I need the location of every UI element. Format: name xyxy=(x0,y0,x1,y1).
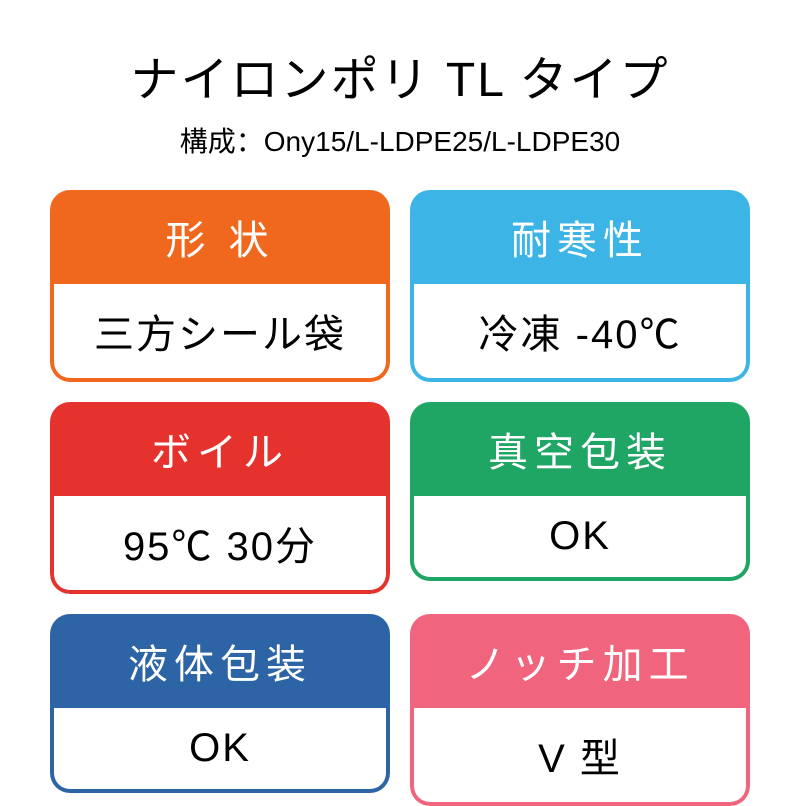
card-body: OK xyxy=(410,496,750,581)
card-header: 耐寒性 xyxy=(410,190,750,284)
card-header: ボイル xyxy=(50,402,390,496)
spec-card-liquid: 液体包装 OK xyxy=(50,614,390,806)
card-header: ノッチ加工 xyxy=(410,614,750,708)
composition-subtitle: 構成：Ony15/L-LDPE25/L-LDPE30 xyxy=(180,120,620,160)
card-body: 冷凍 -40℃ xyxy=(410,284,750,382)
card-body: OK xyxy=(50,708,390,793)
spec-card-vacuum: 真空包装 OK xyxy=(410,402,750,594)
spec-card-boil: ボイル 95℃ 30分 xyxy=(50,402,390,594)
card-body: 三方シール袋 xyxy=(50,284,390,382)
spec-card-cold: 耐寒性 冷凍 -40℃ xyxy=(410,190,750,382)
spec-card-shape: 形 状 三方シール袋 xyxy=(50,190,390,382)
page-title: ナイロンポリ TL タイプ xyxy=(131,40,670,110)
card-header: 液体包装 xyxy=(50,614,390,708)
spec-grid: 形 状 三方シール袋 耐寒性 冷凍 -40℃ ボイル 95℃ 30分 真空包装 … xyxy=(50,190,750,806)
card-header: 形 状 xyxy=(50,190,390,284)
spec-card-notch: ノッチ加工 V 型 xyxy=(410,614,750,806)
card-body: V 型 xyxy=(410,708,750,806)
card-body: 95℃ 30分 xyxy=(50,496,390,594)
card-header: 真空包装 xyxy=(410,402,750,496)
